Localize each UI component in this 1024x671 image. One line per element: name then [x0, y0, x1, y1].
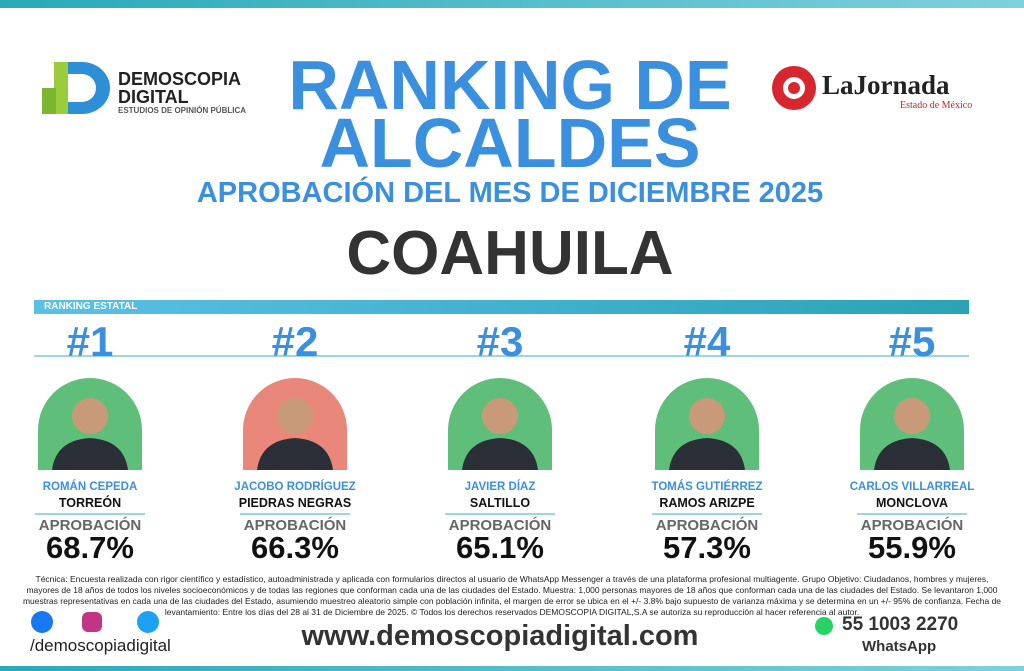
city: RAMOS ARIZPE [659, 496, 755, 510]
city: TORREÓN [58, 496, 122, 510]
methodology: Técnica: Encuesta realizada con rigor ci… [22, 574, 1002, 617]
photo [655, 378, 759, 470]
rank: #5 [888, 318, 936, 365]
photo [860, 378, 964, 470]
section-label: RANKING ESTATAL [44, 301, 138, 312]
city: MONCLOVA [876, 496, 948, 510]
divider [34, 355, 969, 357]
title: RANKING DE [288, 46, 732, 124]
state: COAHUILA [346, 219, 674, 288]
rank: #1 [66, 318, 114, 365]
subtitle: APROBACIÓN DEL MES DE DICIEMBRE 2025 [196, 177, 824, 209]
underline [35, 513, 145, 515]
social-icons [31, 611, 159, 633]
social-handle: /demoscopiadigital [30, 636, 171, 655]
logo-tagline: ESTUDIOS DE OPINIÓN PÚBLICA [118, 106, 247, 115]
mayor-name: JACOBO RODRÍGUEZ [234, 481, 356, 493]
approval-value: 68.7% [46, 530, 134, 565]
website: www.demoscopiadigital.com [301, 620, 699, 652]
rank: #3 [476, 318, 524, 365]
approval-label: APROBACIÓN [655, 517, 759, 534]
city: SALTILLO [469, 496, 531, 510]
photo [38, 378, 142, 470]
photo [243, 378, 347, 470]
mayor-name: ROMÁN CEPEDA [42, 481, 138, 493]
section-bar [34, 300, 969, 314]
approval-label: APROBACIÓN [860, 517, 964, 534]
photo [448, 378, 552, 470]
portrait [669, 398, 745, 470]
title: ALCALDES [319, 104, 701, 182]
mayor-name: JAVIER DÍAZ [464, 481, 536, 493]
underline [652, 513, 762, 515]
approval-label: APROBACIÓN [38, 517, 142, 534]
approval-label: APROBACIÓN [448, 517, 552, 534]
partner-logo [772, 66, 816, 110]
phone-label: WhatsApp [862, 638, 937, 655]
portrait [52, 398, 128, 470]
portrait [257, 398, 333, 470]
rank: #4 [683, 318, 731, 365]
approval-value: 65.1% [456, 530, 544, 565]
approval-value: 66.3% [251, 530, 339, 565]
underline [857, 513, 967, 515]
whatsapp-icon [815, 617, 833, 635]
logo-name: DEMOSCOPIA [118, 69, 242, 89]
mayor-name: TOMÁS GUTIÉRREZ [651, 481, 763, 493]
bottom-border [0, 666, 1024, 671]
city: PIEDRAS NEGRAS [238, 496, 352, 510]
phone: 55 1003 2270 [842, 614, 959, 635]
underline [445, 513, 555, 515]
logo-name: DIGITAL [118, 87, 189, 107]
rank: #2 [271, 318, 319, 365]
partner-name: LaJornada [822, 70, 950, 100]
logo-icon [42, 62, 110, 114]
portrait [874, 398, 950, 470]
approval-value: 57.3% [663, 530, 751, 565]
mayor-name: CARLOS VILLARREAL [849, 481, 975, 493]
underline [240, 513, 350, 515]
approval-value: 55.9% [868, 530, 956, 565]
top-border [0, 0, 1024, 8]
approval-label: APROBACIÓN [243, 517, 347, 534]
partner-sub: Estado de México [900, 100, 973, 111]
portrait [462, 398, 538, 470]
